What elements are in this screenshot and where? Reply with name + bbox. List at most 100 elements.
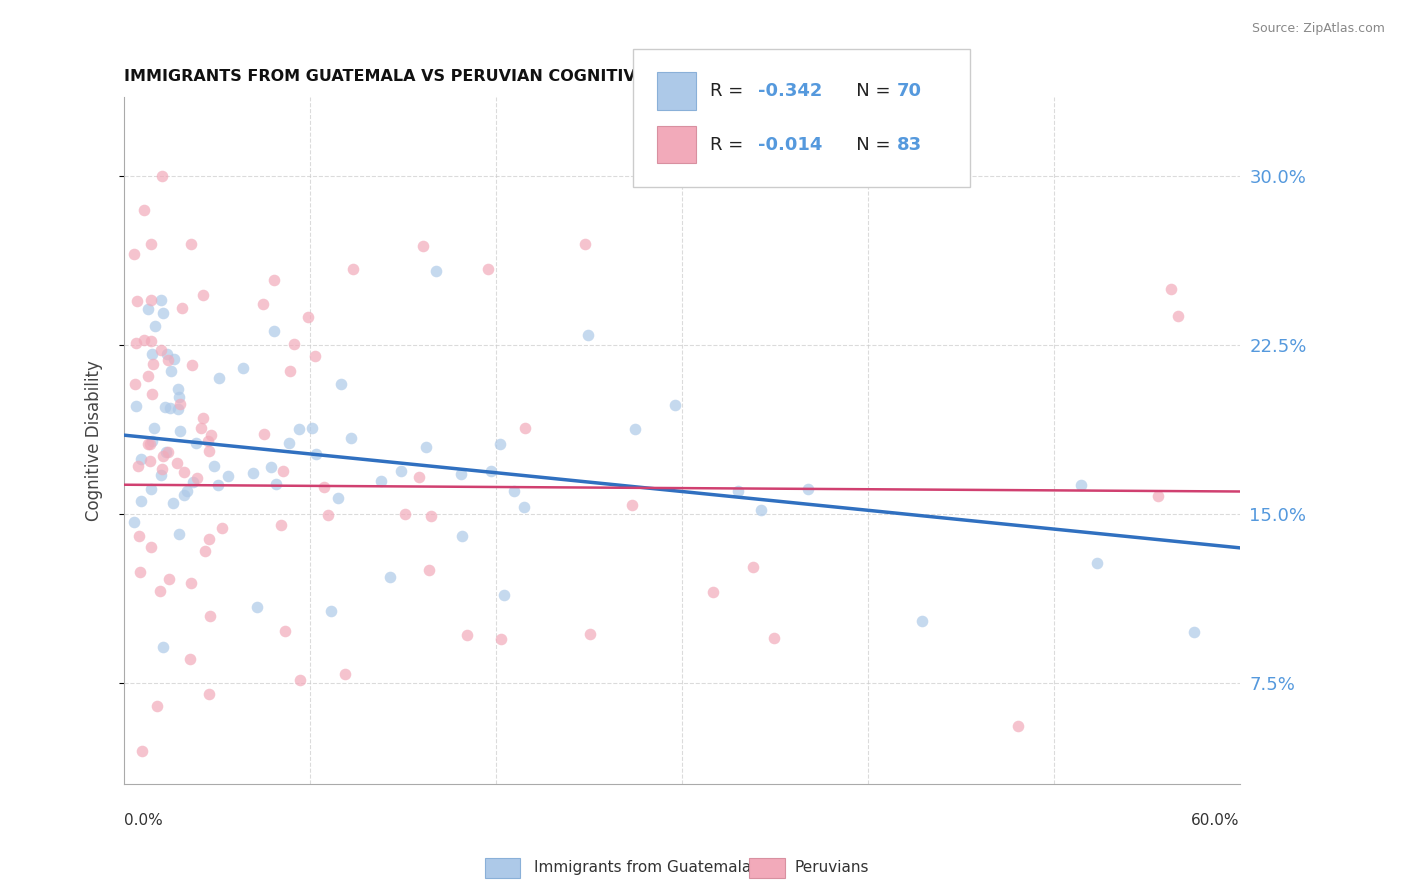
Point bbox=[157, 572, 180, 586]
Point bbox=[503, 484, 526, 499]
Point bbox=[139, 293, 162, 307]
Point bbox=[197, 434, 219, 448]
Point bbox=[477, 261, 499, 276]
Point bbox=[742, 560, 765, 574]
Point bbox=[141, 540, 163, 554]
Point bbox=[166, 401, 188, 416]
Point bbox=[125, 335, 148, 350]
Point bbox=[1007, 719, 1029, 733]
Point bbox=[191, 411, 214, 425]
Point bbox=[278, 364, 301, 378]
Point bbox=[232, 360, 254, 375]
Point bbox=[318, 508, 340, 522]
Point bbox=[167, 527, 190, 541]
Point bbox=[141, 387, 163, 401]
Point bbox=[260, 459, 283, 474]
Point bbox=[150, 467, 173, 482]
Point bbox=[166, 382, 188, 396]
Point bbox=[263, 273, 285, 287]
Point bbox=[911, 614, 934, 628]
Point bbox=[623, 422, 645, 436]
Point bbox=[246, 600, 269, 615]
Point bbox=[150, 293, 173, 307]
Text: Source: ZipAtlas.com: Source: ZipAtlas.com bbox=[1251, 22, 1385, 36]
Point bbox=[157, 353, 180, 368]
Point bbox=[1182, 625, 1205, 640]
Point bbox=[200, 428, 222, 442]
Point bbox=[574, 236, 596, 251]
Point bbox=[408, 469, 430, 483]
Point bbox=[451, 529, 474, 543]
Point bbox=[489, 437, 512, 451]
Point bbox=[141, 434, 163, 448]
Text: Peruvians: Peruvians bbox=[794, 860, 869, 874]
Point bbox=[172, 301, 194, 315]
Point bbox=[149, 343, 172, 357]
Point bbox=[139, 236, 162, 251]
Point bbox=[173, 465, 195, 479]
Point bbox=[207, 370, 229, 384]
Point bbox=[184, 436, 207, 450]
Point bbox=[160, 364, 183, 378]
Y-axis label: Cognitive Disability: Cognitive Disability bbox=[86, 360, 103, 521]
Point bbox=[763, 631, 786, 645]
Point bbox=[288, 673, 311, 688]
Point bbox=[142, 357, 165, 371]
Point bbox=[136, 301, 159, 316]
Point bbox=[796, 482, 818, 496]
Point bbox=[425, 263, 447, 277]
Text: -0.014: -0.014 bbox=[758, 136, 823, 153]
Point bbox=[749, 503, 772, 517]
Point bbox=[132, 202, 155, 217]
Point bbox=[124, 377, 146, 392]
Point bbox=[148, 584, 170, 599]
Point bbox=[211, 521, 233, 535]
Point bbox=[124, 515, 146, 529]
Point bbox=[479, 463, 502, 477]
Point bbox=[283, 336, 305, 351]
Point bbox=[155, 444, 177, 458]
Point bbox=[513, 421, 536, 435]
Point bbox=[139, 454, 162, 468]
Point bbox=[129, 494, 152, 508]
Point bbox=[193, 287, 215, 301]
Point bbox=[389, 464, 412, 478]
Text: N =: N = bbox=[839, 136, 897, 153]
Point bbox=[163, 352, 186, 367]
Point bbox=[176, 484, 198, 499]
Text: Immigrants from Guatemala: Immigrants from Guatemala bbox=[534, 860, 752, 874]
Point bbox=[131, 743, 153, 757]
Point bbox=[418, 563, 440, 577]
Point bbox=[1167, 309, 1189, 323]
Point bbox=[134, 333, 156, 347]
Point bbox=[394, 507, 416, 521]
Point bbox=[127, 293, 149, 308]
Point bbox=[579, 627, 602, 641]
Point bbox=[141, 347, 163, 361]
Point bbox=[217, 468, 239, 483]
Text: 70: 70 bbox=[897, 82, 922, 100]
Point bbox=[197, 687, 219, 701]
Point bbox=[128, 566, 150, 580]
Point bbox=[152, 450, 174, 464]
Text: R =: R = bbox=[710, 82, 749, 100]
Point bbox=[1160, 281, 1182, 295]
Text: IMMIGRANTS FROM GUATEMALA VS PERUVIAN COGNITIVE DISABILITY CORRELATION CHART: IMMIGRANTS FROM GUATEMALA VS PERUVIAN CO… bbox=[124, 69, 950, 84]
Point bbox=[702, 585, 724, 599]
Point bbox=[270, 517, 292, 532]
Point bbox=[180, 237, 202, 252]
Point bbox=[620, 498, 643, 512]
Point bbox=[297, 310, 319, 324]
Point bbox=[169, 425, 191, 439]
Point bbox=[139, 483, 162, 497]
Point bbox=[127, 458, 149, 473]
Point bbox=[415, 440, 437, 454]
Point bbox=[138, 369, 160, 384]
Point bbox=[450, 467, 472, 481]
Text: 60.0%: 60.0% bbox=[1191, 813, 1240, 828]
Point bbox=[153, 401, 176, 415]
Point bbox=[152, 640, 174, 654]
Point bbox=[271, 464, 294, 478]
Point bbox=[180, 358, 202, 372]
Point bbox=[1085, 556, 1108, 570]
